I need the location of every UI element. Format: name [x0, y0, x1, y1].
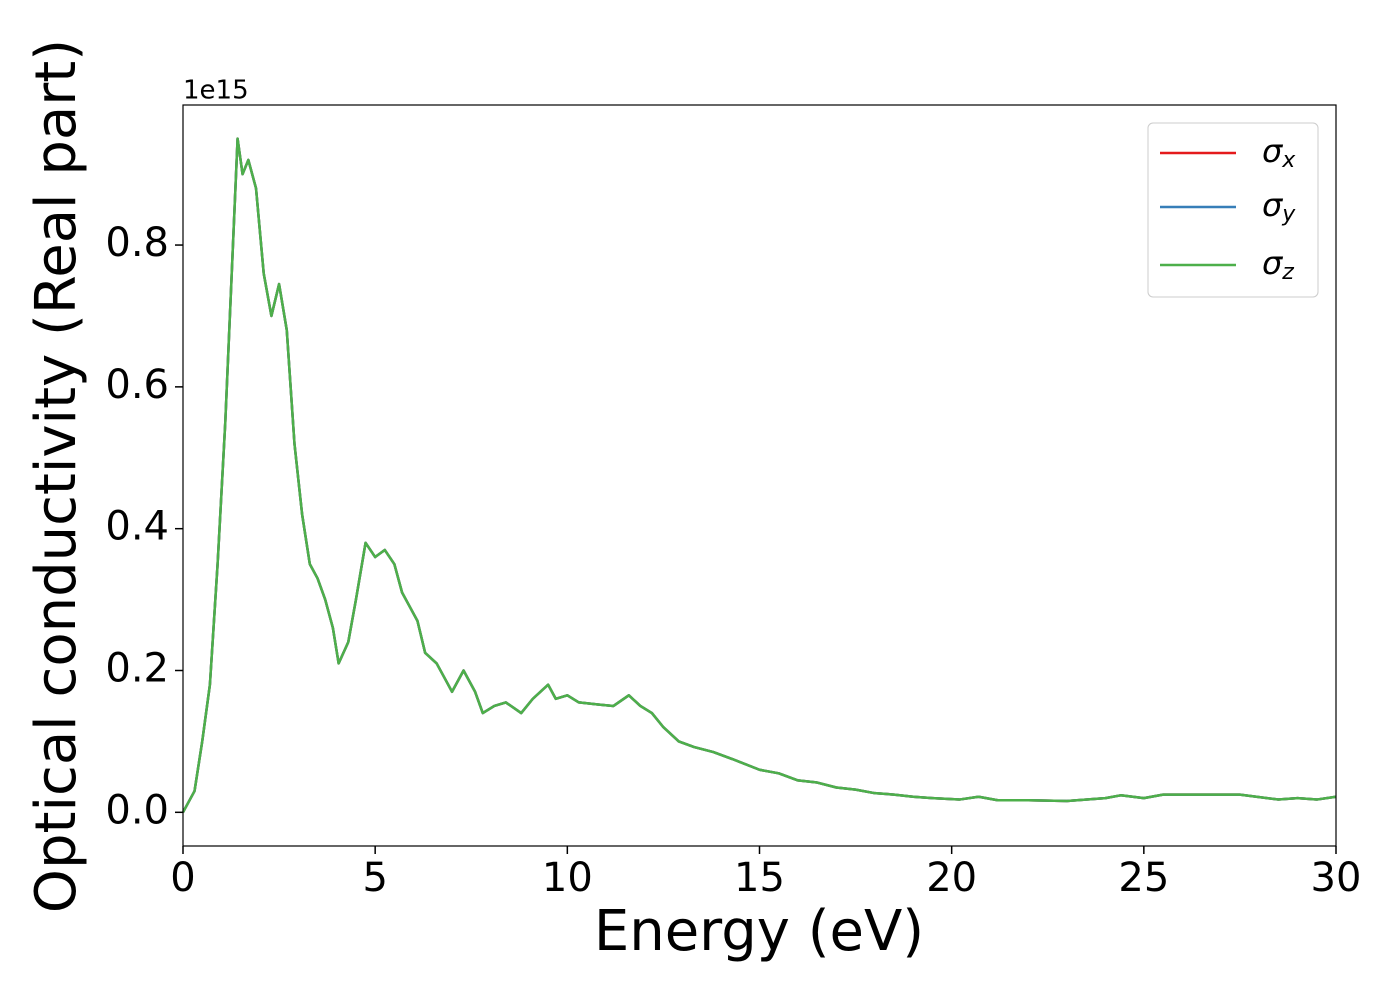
x-tick-label: 20: [926, 855, 977, 901]
y-tick-label: 0.0: [105, 787, 169, 833]
plot-frame: [182, 104, 1337, 847]
y-axis-label: Optical conductivity (Real part): [24, 39, 89, 913]
x-tick-label: 0: [170, 855, 195, 901]
x-tick-label: 5: [362, 855, 387, 901]
legend-label: σx: [1262, 132, 1296, 173]
x-axis-label: Energy (eV): [594, 899, 924, 964]
y-tick-label: 0.4: [105, 504, 169, 550]
x-tick-label: 15: [734, 855, 785, 901]
y-tick-label: 0.8: [105, 220, 169, 266]
legend-box: [1147, 122, 1319, 298]
y-tick-label: 0.6: [105, 362, 169, 408]
series-line: [181, 137, 1337, 813]
legend-label: σz: [1262, 244, 1294, 285]
y-offset-label: 1e15: [183, 76, 249, 106]
legend-label: σy: [1262, 186, 1296, 227]
x-tick-label: 30: [1311, 855, 1362, 901]
y-tick-label: 0.2: [105, 646, 169, 692]
x-tick-label: 10: [542, 855, 593, 901]
x-tick-label: 25: [1118, 855, 1169, 901]
